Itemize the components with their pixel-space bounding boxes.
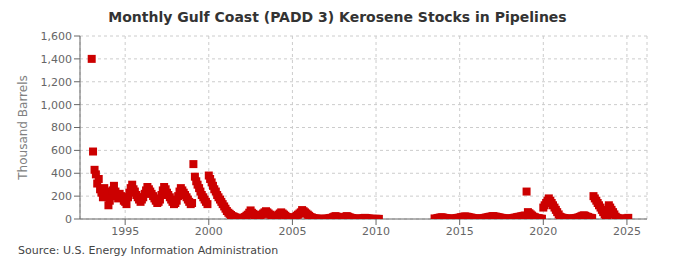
svg-text:200: 200: [51, 190, 72, 203]
svg-text:1,200: 1,200: [41, 76, 73, 89]
html-text:Monthly Gulf Coast (PADD 3) Ke: Monthly Gulf Coast (PADD 3) Kerosene Sto…: [108, 9, 567, 25]
svg-text:0: 0: [65, 213, 72, 226]
svg-text:1,600: 1,600: [41, 30, 73, 43]
svg-text:600: 600: [51, 144, 72, 157]
svg-text:Thousand Barrels: Thousand Barrels: [16, 75, 30, 180]
svg-text:2000: 2000: [195, 225, 223, 238]
svg-text:1995: 1995: [111, 225, 139, 238]
svg-text:1,400: 1,400: [41, 53, 73, 66]
svg-text:2005: 2005: [278, 225, 306, 238]
svg-text:2010: 2010: [362, 225, 390, 238]
svg-text:400: 400: [51, 167, 72, 180]
svg-text:800: 800: [51, 121, 72, 134]
svg-text:1,000: 1,000: [41, 99, 73, 112]
svg-text:2025: 2025: [613, 225, 641, 238]
svg-text:2015: 2015: [446, 225, 474, 238]
html-text:Source: U.S. Energy Informatio: Source: U.S. Energy Information Administ…: [18, 244, 279, 257]
svg-text:2020: 2020: [529, 225, 557, 238]
